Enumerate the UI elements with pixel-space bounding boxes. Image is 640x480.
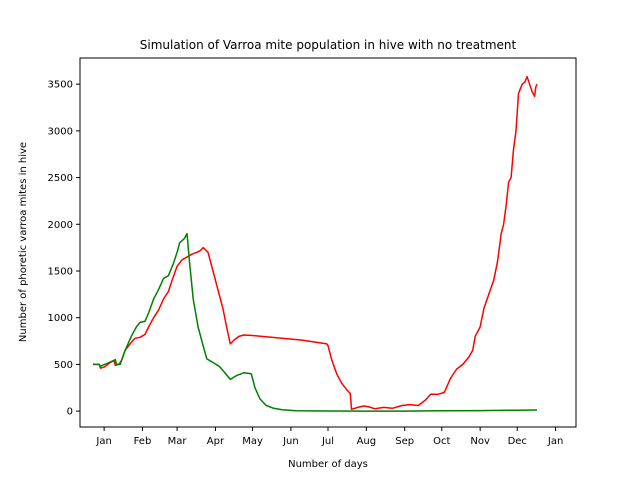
y-tick-label: 2000 [48,220,73,231]
x-axis-label: Number of days [288,459,368,470]
y-tick-label: 1500 [48,266,73,277]
x-tick-label: Jun [282,436,299,447]
x-tick-label: Apr [207,436,225,447]
x-tick-label: Jan [547,436,563,447]
plot-lines [93,75,538,412]
x-tick-label: Jul [321,436,334,447]
y-axis: 0 500 1000 1500 2000 2500 3000 3500 [48,80,80,418]
x-tick-label: Aug [357,436,377,447]
x-tick-label: Sep [395,436,414,447]
chart-title: Simulation of Varroa mite population in … [140,38,517,52]
x-tick-label: Dec [508,436,527,447]
y-tick-label: 2500 [48,173,73,184]
plot-frame [79,57,577,428]
y-tick-label: 3000 [48,126,73,137]
y-tick-label: 3500 [48,80,73,91]
y-tick-label: 1000 [48,313,73,324]
x-tick-label: Jan [95,436,111,447]
x-tick-label: Feb [134,436,152,447]
x-tick-label: Oct [433,436,450,447]
x-tick-label: Mar [168,436,188,447]
series-line-1 [93,75,538,411]
x-tick-label: May [242,436,263,447]
y-tick-label: 500 [54,360,73,371]
y-axis-label: Number of phoretic varroa mites in hive [18,142,29,342]
x-tick-label: Nov [470,436,490,447]
y-tick-label: 0 [67,407,73,418]
x-axis: Jan Feb Mar Apr May Jun Jul Aug Sep Oct Nov Dec Jan [95,427,563,447]
series-line-2 [93,232,538,412]
